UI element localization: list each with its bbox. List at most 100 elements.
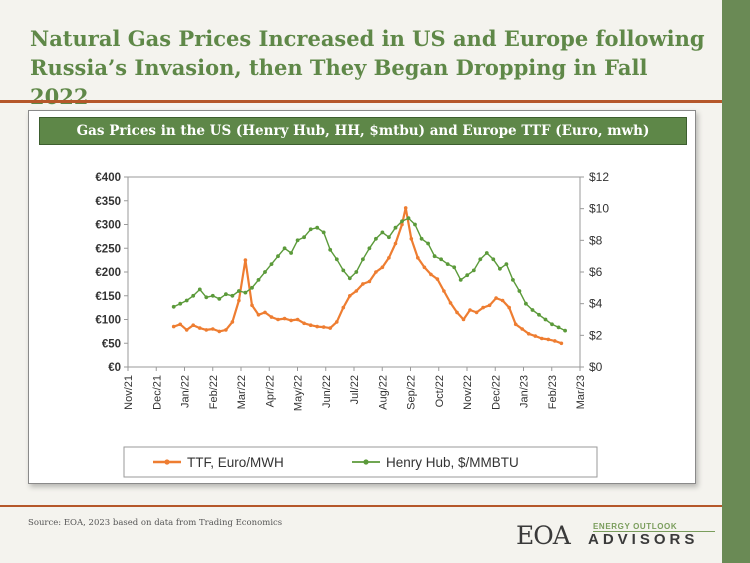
ttf-data-point [553,339,557,343]
x-axis-label: May/22 [293,375,305,411]
ttf-data-point [354,289,359,293]
right-axis-label: $6 [589,265,603,279]
x-axis-label: Jan/23 [519,375,531,408]
ttf-data-point [198,326,202,330]
bottom-divider [0,505,722,507]
eoa-logo: EOA ENERGY OUTLOOK ADVISORS [516,519,716,553]
left-axis-label: €150 [95,291,121,303]
henry-hub-data-point [387,235,391,240]
ttf-data-point [224,328,228,332]
top-divider [0,100,722,103]
x-axis-label: Mar/22 [236,375,248,409]
x-axis-label: Feb/22 [208,375,220,409]
henry-hub-data-point [289,251,293,255]
ttf-data-point [171,324,176,329]
henry-hub-data-point [471,268,476,273]
ttf-data-point [487,303,492,308]
ttf-data-point [276,317,280,322]
x-axis-label: Aug/22 [377,375,389,410]
henry-hub-data-point [445,262,450,266]
henry-hub-data-point [498,266,502,271]
henry-hub-data-point [191,293,196,298]
henry-hub-data-point [282,246,287,251]
henry-hub-data-point [308,227,313,232]
henry-hub-data-point [224,292,228,297]
right-axis-label: $10 [589,202,609,216]
henry-hub-data-point [367,246,372,251]
ttf-data-point [546,337,551,342]
ttf-data-point [237,298,241,303]
henry-hub-data-point [230,293,235,298]
left-axis-label: €350 [95,196,121,208]
ttf-data-point [250,303,254,308]
henry-hub-data-point [563,328,567,333]
henry-hub-data-point [328,247,333,252]
left-axis-label: €0 [108,362,121,374]
ttf-data-point [263,310,267,315]
henry-hub-legend-marker [363,459,369,465]
chart-title: Gas Prices in the US (Henry Hub, HH, $mt… [39,117,687,145]
henry-hub-data-point [491,257,496,262]
ttf-data-point [422,265,427,270]
ttf-data-point [217,329,222,334]
henry-hub-data-point [458,278,463,282]
henry-hub-data-point [537,312,541,317]
ttf-data-point [256,313,261,317]
left-axis-label: €50 [102,338,121,350]
henry-hub-data-point [315,225,320,230]
henry-hub-data-point [517,289,522,293]
ttf-data-point [461,317,466,322]
henry-hub-data-point [354,270,359,274]
ttf-data-point [321,325,326,329]
ttf-data-point [230,320,235,324]
henry-hub-data-point [400,219,404,224]
ttf-data-point [243,258,248,262]
henry-hub-data-point [302,235,306,240]
ttf-data-point [455,310,459,315]
ttf-data-point [204,328,209,332]
ttf-data-point [302,321,306,326]
ttf-data-point [282,316,287,321]
ttf-legend-label: TTF, Euro/MWH [187,455,284,470]
left-axis-label: €100 [95,315,121,327]
x-axis-label: Jul/22 [349,375,361,404]
ttf-data-point [468,308,472,312]
chart-svg: €0 €50 €100 €150 €200 €250 €300 €350 €400 $0 $2 $4 $… [95,170,609,478]
x-axis-label: Sep/22 [406,375,418,410]
ttf-data-point [289,318,293,323]
henry-hub-data-point [419,236,424,241]
x-axis-label: Feb/23 [547,375,559,409]
ttf-data-point [191,323,195,327]
henry-hub-data-point [184,298,189,303]
henry-hub-data-point [393,225,398,230]
ttf-data-point [295,317,300,322]
ttf-data-point [403,206,408,210]
ttf-data-point [494,296,498,300]
henry-hub-data-point [465,273,470,278]
x-axis-label: Mar/23 [575,375,587,409]
ttf-data-point [341,305,346,310]
henry-hub-data-point [334,257,339,262]
ttf-data-point [559,341,564,346]
x-axis-label: Apr/22 [264,375,276,407]
henry-hub-data-point [374,236,378,241]
right-axis-label: $2 [589,328,603,342]
henry-hub-data-point [511,278,515,282]
x-axis-label: Jan/22 [180,375,192,408]
henry-hub-data-point [269,262,274,266]
ttf-data-point [308,323,313,327]
ttf-data-point [178,322,182,327]
ttf-data-point [533,334,538,338]
henry-hub-data-point [543,317,548,322]
ttf-data-point [315,324,320,329]
ttf-data-point [400,222,404,227]
ttf-data-point [393,241,398,246]
x-axis-label: Oct/22 [434,375,446,407]
ttf-data-point [448,301,453,305]
right-axis-label: $4 [589,297,603,311]
x-axis-label: Nov/21 [123,375,135,410]
ttf-data-point [540,336,544,341]
ttf-data-point [211,327,215,331]
henry-hub-data-point [426,241,430,246]
henry-hub-data-point [556,325,561,330]
